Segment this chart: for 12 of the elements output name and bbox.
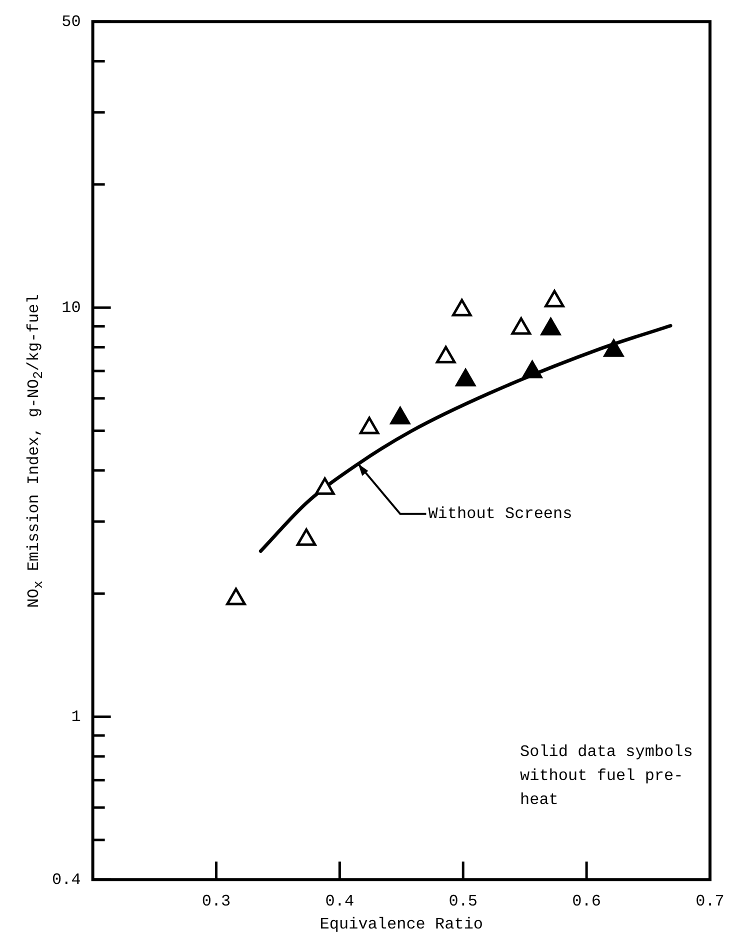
- y-tick-label: 0.4: [52, 870, 81, 889]
- annotation: Solid data symbols without fuel pre-heat: [520, 742, 694, 811]
- x-tick-label: 0.3: [202, 892, 231, 910]
- x-tick-label: 0.4: [325, 892, 354, 910]
- annotation: Without Screens: [428, 505, 572, 524]
- x-tick-label: 0.5: [448, 892, 478, 910]
- x-tick-label: 0.7: [696, 892, 724, 910]
- x-tick-label: 0.6: [572, 892, 601, 910]
- x-axis-title: Equivalence Ratio: [320, 916, 484, 934]
- y-tick-label: 50: [62, 12, 81, 31]
- y-tick-label: 1: [71, 708, 81, 726]
- y-tick-label: 10: [62, 298, 81, 317]
